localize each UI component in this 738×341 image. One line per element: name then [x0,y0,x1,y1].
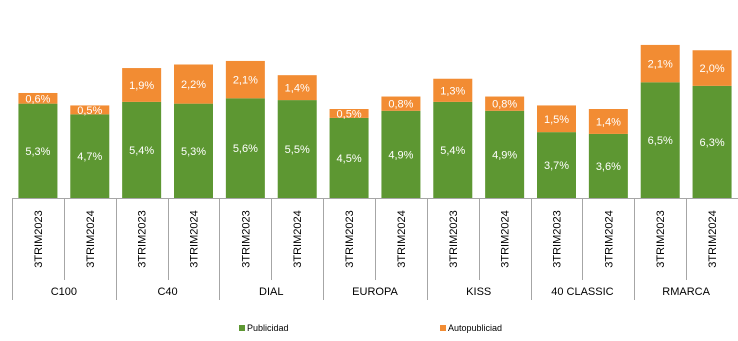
bar-autopublicidad [537,105,576,133]
data-label-autopublicidad: 0,8% [388,99,413,111]
bar-publicidad [277,100,317,198]
period-tick-label: 3TRIM2023 [448,210,460,267]
bar-autopublicidad [381,96,421,111]
bar-publicidad [485,110,525,198]
period-tick-label: 3TRIM2024 [292,210,304,267]
data-label-publicidad: 5,4% [440,145,465,157]
group-label: C100 [51,286,77,298]
data-label-autopublicidad: 2,1% [648,59,673,71]
period-tick-label: 3TRIM2024 [396,210,408,267]
bar-publicidad [329,117,369,198]
legend: Publicidad Autopubliciad [239,323,502,333]
data-label-autopublicidad: 2,0% [700,63,725,75]
period-tick-label: 3TRIM2023 [655,210,667,267]
data-label-autopublicidad: 1,9% [129,80,154,92]
period-tick-label: 3TRIM2024 [85,210,97,267]
data-label-publicidad: 4,5% [337,153,362,165]
period-tick-label: 3TRIM2024 [189,210,201,267]
bar-publicidad [174,103,213,198]
data-label-autopublicidad: 1,4% [285,83,310,95]
data-label-autopublicidad: 0,5% [337,108,362,120]
legend-swatch-publicidad [239,325,245,331]
bar-autopublicidad [277,75,317,101]
bar-publicidad [70,114,110,198]
bar-autopublicidad [122,68,162,102]
period-tick-label: 3TRIM2024 [603,210,615,267]
period-tick-label: 3TRIM2024 [500,210,512,267]
data-label-publicidad: 4,7% [77,151,102,163]
data-label-publicidad: 5,3% [25,146,50,158]
period-tick-label: 3TRIM2023 [33,210,45,267]
group-label: C40 [157,286,177,298]
data-label-publicidad: 4,9% [492,149,517,161]
data-label-publicidad: 3,6% [596,161,621,173]
bar-autopublicidad [329,109,369,118]
group-label: RMARCA [662,286,710,298]
group-label: EUROPA [352,286,398,298]
bar-publicidad [588,133,628,198]
bar-publicidad [18,103,58,198]
data-label-publicidad: 5,3% [181,146,206,158]
group-label: 40 CLASSIC [551,286,613,298]
bar-publicidad [225,98,265,198]
period-tick-label: 3TRIM2024 [707,210,719,267]
bar-autopublicidad [225,60,265,99]
period-tick-label: 3TRIM2023 [240,210,252,267]
data-label-publicidad: 5,4% [129,145,154,157]
bar-autopublicidad [692,50,732,86]
data-label-publicidad: 5,6% [233,143,258,155]
group-label: DIAL [259,286,283,298]
data-label-publicidad: 3,7% [544,160,569,172]
bar-publicidad [381,110,421,198]
bar-publicidad [122,101,162,198]
group-label: KISS [466,286,491,298]
bar-autopublicidad [640,44,680,83]
bar-autopublicidad [70,105,110,115]
data-label-autopublicidad: 0,8% [492,99,517,111]
legend-label-publicidad: Publicidad [247,323,289,333]
legend-label-autopublicidad: Autopubliciad [448,323,502,333]
data-label-autopublicidad: 2,2% [181,79,206,91]
data-label-autopublicidad: 1,4% [596,116,621,128]
data-label-publicidad: 5,5% [285,144,310,156]
data-label-publicidad: 4,9% [388,149,413,161]
bar-publicidad [692,85,732,198]
data-label-publicidad: 6,5% [648,135,673,147]
bar-autopublicidad [485,96,525,111]
legend-swatch-autopublicidad [440,325,446,331]
data-label-autopublicidad: 1,5% [544,114,569,126]
bar-autopublicidad [174,64,213,104]
bar-autopublicidad [18,92,58,104]
data-label-autopublicidad: 1,3% [440,85,465,97]
data-label-autopublicidad: 2,1% [233,75,258,87]
data-label-autopublicidad: 0,5% [77,105,102,117]
bar-publicidad [537,132,576,198]
data-label-autopublicidad: 0,6% [25,93,50,105]
bar-publicidad [640,82,680,198]
period-tick-label: 3TRIM2023 [344,210,356,267]
bar-publicidad [433,101,473,198]
bars-layer: 5,3% 0,6% 4,7% 0,5% 5,4% 1,9% 5,3% 2,2% 5,6% 2,1%… [18,44,732,198]
bar-autopublicidad [588,109,628,134]
category-axis: 3TRIM2023 3TRIM2024 C100 3TRIM2023 3TRIM2024… [12,198,738,300]
bar-autopublicidad [433,78,473,102]
data-label-publicidad: 6,3% [700,137,725,149]
period-tick-label: 3TRIM2023 [552,210,564,267]
period-tick-label: 3TRIM2023 [137,210,149,267]
